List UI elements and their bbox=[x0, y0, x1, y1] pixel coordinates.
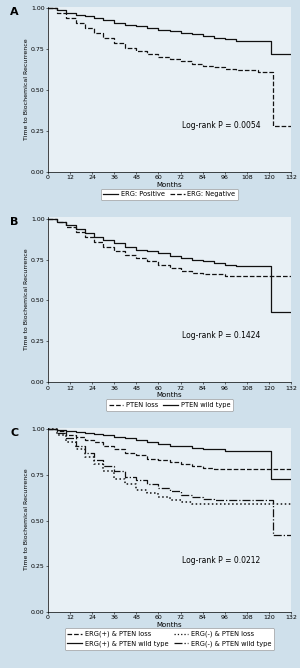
Y-axis label: Time to Biochemical Recurrence: Time to Biochemical Recurrence bbox=[24, 469, 29, 570]
Text: C: C bbox=[10, 428, 19, 438]
X-axis label: Months: Months bbox=[157, 392, 182, 398]
Text: A: A bbox=[10, 7, 19, 17]
Legend: ERG(+) & PTEN loss, ERG(+) & PTEN wild type, ERG(-) & PTEN loss, ERG(-) & PTEN w: ERG(+) & PTEN loss, ERG(+) & PTEN wild t… bbox=[65, 629, 274, 650]
Y-axis label: Time to Biochemical Recurrence: Time to Biochemical Recurrence bbox=[24, 248, 29, 351]
Y-axis label: Time to Biochemical Recurrence: Time to Biochemical Recurrence bbox=[24, 38, 29, 140]
Text: Log-rank P = 0.1424: Log-rank P = 0.1424 bbox=[182, 331, 260, 341]
Text: B: B bbox=[10, 217, 19, 227]
Legend: PTEN loss, PTEN wild type: PTEN loss, PTEN wild type bbox=[106, 399, 233, 411]
Text: Log-rank P = 0.0212: Log-rank P = 0.0212 bbox=[182, 556, 260, 564]
Legend: ERG: Positive, ERG: Negative: ERG: Positive, ERG: Negative bbox=[101, 189, 238, 200]
Text: Log-rank P = 0.0054: Log-rank P = 0.0054 bbox=[182, 121, 260, 130]
X-axis label: Months: Months bbox=[157, 182, 182, 188]
X-axis label: Months: Months bbox=[157, 621, 182, 627]
